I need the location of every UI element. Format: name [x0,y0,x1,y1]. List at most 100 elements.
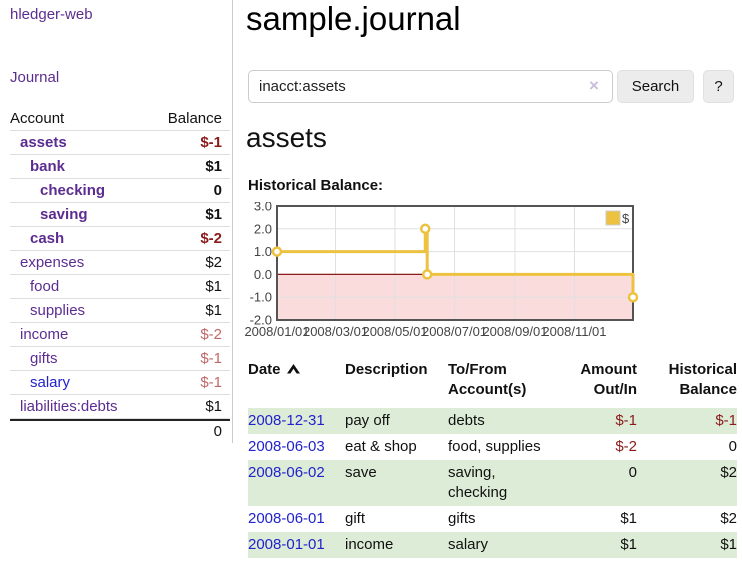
transaction-description: save [345,464,377,481]
account-balance: $1 [205,277,222,295]
svg-text:2008/05/01: 2008/05/01 [362,324,427,339]
transaction-amount: $-2 [615,438,637,455]
account-balance: $-2 [200,325,222,343]
account-balance: 0 [213,181,222,199]
account-row: cash $-2 [10,227,230,251]
account-link-expenses[interactable]: expenses [20,253,85,271]
column-header-date[interactable]: Date [248,360,345,408]
sidebar-item-journal[interactable]: Journal [10,69,60,86]
transaction-balance: $-1 [715,412,737,429]
transaction-description: income [345,536,394,553]
column-header-amount[interactable]: Amount Out/In [580,361,637,398]
svg-text:2008/03/01: 2008/03/01 [303,324,368,339]
account-link-food[interactable]: food [30,277,60,295]
svg-text:3.0: 3.0 [254,202,272,214]
transaction-row: 2008-06-02 save saving, checking 0 $2 [248,460,737,506]
column-header-balance[interactable]: Historical Balance [668,361,737,398]
account-row: liabilities:debts $1 [10,395,230,419]
date-header-label: Date [248,361,281,378]
transaction-accounts: gifts [448,510,476,527]
transaction-row: 2008-12-31 pay off debts $-1 $-1 [248,408,737,434]
svg-text:2008/11/01: 2008/11/01 [542,324,606,339]
account-row: assets $-1 [10,131,230,155]
transaction-amount: $1 [620,510,637,527]
transaction-date-link[interactable]: 2008-06-03 [248,438,325,455]
svg-text:2008/09/01: 2008/09/01 [482,324,547,339]
register-header-row: Date Description To/From Account(s) Amou… [248,360,737,408]
brand-link[interactable]: hledger-web [10,6,93,23]
register-table: Date Description To/From Account(s) Amou… [248,360,737,558]
column-header-description[interactable]: Description [345,361,428,378]
transaction-balance: 0 [728,438,737,455]
balance-column-header: Balance [167,109,222,127]
account-balance: $-1 [200,133,222,151]
transaction-description: pay off [345,412,390,429]
page-title: sample.journal [246,0,461,37]
search-button[interactable]: Search [617,70,694,103]
account-link-income[interactable]: income [20,325,69,343]
column-header-accounts[interactable]: To/From Account(s) [448,361,527,398]
clear-search-icon[interactable]: × [589,76,599,95]
sidebar-divider [232,0,233,443]
transaction-description: gift [345,510,366,527]
search-input[interactable] [248,70,613,103]
transaction-date-link[interactable]: 2008-01-01 [248,536,325,553]
account-balance: $-2 [200,229,222,247]
transaction-balance: $2 [720,510,737,527]
help-button[interactable]: ? [703,70,734,103]
account-link-liabilities-debts[interactable]: liabilities:debts [20,397,118,415]
account-link-gifts[interactable]: gifts [30,349,58,367]
transaction-amount: $1 [620,536,637,553]
account-row: checking 0 [10,179,230,203]
account-row: gifts $-1 [10,347,230,371]
transaction-amount: 0 [628,464,637,481]
account-row: income $-2 [10,323,230,347]
svg-text:0.0: 0.0 [254,267,272,282]
account-balance: $1 [205,397,222,415]
transaction-date-link[interactable]: 2008-06-02 [248,464,325,481]
account-row: expenses $2 [10,251,230,275]
svg-text:-1.0: -1.0 [250,290,272,305]
transaction-accounts: salary [448,536,489,553]
account-link-supplies[interactable]: supplies [30,301,86,319]
accounts-balance-table: Account Balance assets $-1 bank $1 checking 0… [10,107,230,443]
svg-text:1.0: 1.0 [254,244,272,259]
svg-text:2008/07/01: 2008/07/01 [422,324,487,339]
account-row: salary $-1 [10,371,230,395]
account-row: bank $1 [10,155,230,179]
svg-text:$: $ [622,211,630,226]
transaction-accounts: debts [448,412,485,429]
account-link-assets[interactable]: assets [20,133,67,151]
transaction-balance: $1 [720,536,737,553]
account-tree: assets $-1 bank $1 checking 0 saving $1 cash $-2 e… [10,131,230,419]
transaction-accounts: saving, checking [448,464,508,501]
account-link-salary[interactable]: salary [30,373,71,391]
account-row: food $1 [10,275,230,299]
account-link-checking[interactable]: checking [40,181,106,199]
account-balance: $1 [205,301,222,319]
account-column-header: Account [10,109,65,127]
historical-balance-chart: 3.0 2.0 1.0 0.0 -1.0 -2.0 2008/01/01 2008/03/01… [240,202,644,342]
transaction-row: 2008-06-03 eat & shop food, supplies $-2 0 [248,434,737,460]
account-balance: $2 [205,253,222,271]
transaction-balance: $2 [720,464,737,481]
account-row: saving $1 [10,203,230,227]
account-balance: $1 [205,205,222,223]
account-heading: assets [246,122,327,153]
transaction-amount: $-1 [615,412,637,429]
accounts-table-header: Account Balance [10,107,230,131]
account-link-saving[interactable]: saving [40,205,88,223]
transaction-row: 2008-01-01 income salary $1 $1 [248,532,737,558]
account-link-bank[interactable]: bank [30,157,66,175]
account-balance: $-1 [200,373,222,391]
register-body: 2008-12-31 pay off debts $-1 $-1 2008-06-03 ea… [248,408,737,558]
chart-title-label: Historical Balance: [248,177,384,194]
svg-text:2.0: 2.0 [254,221,272,236]
account-balance: $-1 [200,349,222,367]
account-link-cash[interactable]: cash [30,229,65,247]
svg-text:2008/01/01: 2008/01/01 [244,324,309,339]
account-row: supplies $1 [10,299,230,323]
transaction-date-link[interactable]: 2008-06-01 [248,510,325,527]
transaction-date-link[interactable]: 2008-12-31 [248,412,325,429]
transaction-row: 2008-06-01 gift gifts $1 $2 [248,506,737,532]
